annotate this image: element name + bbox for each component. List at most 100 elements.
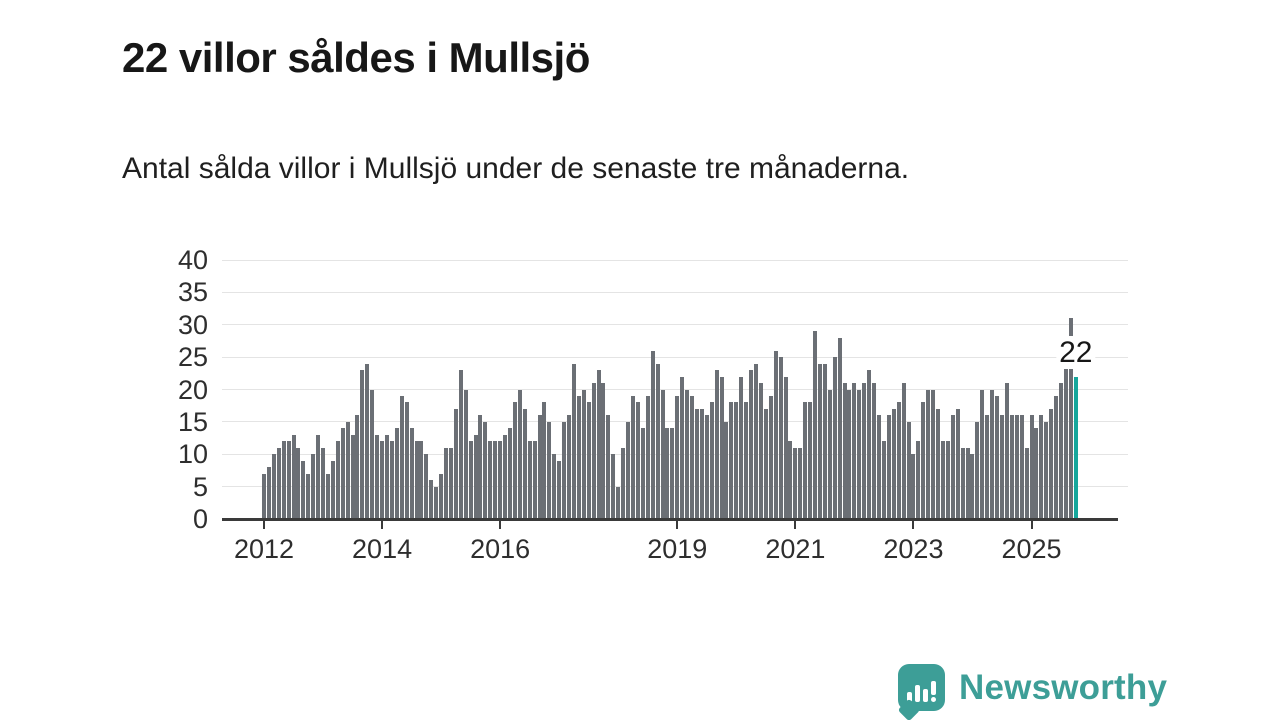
- bar-month-123: [867, 370, 872, 519]
- bar-month-99: [749, 370, 754, 519]
- bar-month-125: [877, 415, 881, 519]
- bar-month-19: [355, 415, 360, 519]
- bar-month-72: [616, 486, 621, 519]
- bar-chart-glyph: [907, 681, 936, 702]
- bar-month-68: [596, 370, 601, 519]
- bar-month-47: [493, 441, 498, 519]
- bar-month-20: [360, 370, 365, 519]
- bar-month-119: [847, 389, 852, 519]
- bar-month-136: [931, 389, 936, 519]
- bar-month-78: [645, 395, 650, 519]
- bar-month-142: [960, 447, 965, 519]
- y-axis-label-15: 15: [177, 406, 208, 437]
- bar-month-84: [675, 395, 680, 519]
- bar-month-29: [404, 402, 409, 519]
- bar-month-86: [685, 389, 690, 519]
- bar-month-90: [704, 415, 709, 519]
- gridline-y-5: [222, 486, 1128, 488]
- bar-month-6: [291, 434, 296, 519]
- bar-month-89: [699, 408, 704, 519]
- x-axis-tick-2012: [263, 520, 265, 529]
- bar-month-1: [266, 467, 271, 519]
- bar-month-93: [719, 376, 724, 519]
- y-axis-label-40: 40: [177, 245, 208, 275]
- bar-month-143: [965, 447, 970, 519]
- bar-month-38: [448, 447, 453, 519]
- bar-month-39: [453, 408, 458, 519]
- page-title: 22 villor såldes i Mullsjö: [122, 34, 590, 82]
- bar-month-150: [1000, 415, 1004, 519]
- x-axis-tick-2025: [1030, 520, 1033, 529]
- bar-month-85: [680, 376, 685, 519]
- bar-month-100: [754, 363, 758, 519]
- bar-month-112: [813, 331, 818, 519]
- x-axis-tick-2023: [912, 520, 915, 529]
- newsworthy-branding: Newsworthy: [898, 664, 1167, 711]
- newsworthy-logo-icon: [898, 664, 945, 711]
- bar-month-16: [340, 428, 345, 519]
- bar-month-87: [690, 395, 695, 519]
- bar-month-156: [1029, 415, 1034, 519]
- bar-month-115: [827, 389, 832, 519]
- gridline-y-15: [222, 421, 1128, 423]
- bar-month-164: [1068, 318, 1073, 519]
- bar-month-10: [311, 454, 316, 519]
- bar-month-60: [557, 460, 562, 519]
- y-axis-label-10: 10: [177, 439, 208, 470]
- bar-month-132: [911, 454, 916, 519]
- bar-month-59: [552, 454, 557, 519]
- bar-month-110: [803, 402, 808, 519]
- bar-month-163: [1063, 363, 1068, 519]
- x-axis-tick-2016: [499, 520, 502, 529]
- bar-month-88: [694, 408, 699, 519]
- bar-month-157: [1034, 428, 1039, 519]
- bar-month-62: [567, 415, 572, 519]
- bar-month-108: [793, 447, 798, 519]
- bar-month-134: [921, 402, 926, 519]
- bar-month-126: [881, 441, 886, 519]
- x-axis-tick-2014: [381, 520, 384, 529]
- bar-month-35: [434, 486, 439, 519]
- x-axis-label-2023: 2023: [883, 534, 944, 564]
- bar-month-128: [891, 408, 896, 519]
- bar-month-14: [330, 460, 335, 519]
- bar-month-146: [980, 389, 985, 519]
- bar-month-64: [576, 395, 581, 519]
- bar-month-111: [808, 402, 813, 519]
- bar-month-63: [571, 363, 576, 519]
- bar-month-120: [852, 383, 857, 519]
- bar-month-114: [822, 363, 827, 519]
- bar-month-133: [916, 441, 921, 519]
- bar-month-37: [444, 447, 449, 519]
- bar-month-155: [1024, 447, 1029, 519]
- bar-month-94: [724, 421, 729, 519]
- bar-month-8: [301, 460, 306, 519]
- x-axis-tick-2021: [794, 520, 797, 529]
- bar-month-91: [709, 402, 714, 519]
- bar-month-139: [945, 441, 950, 519]
- bar-month-138: [940, 441, 945, 519]
- bar-month-154: [1019, 415, 1024, 519]
- bar-month-158: [1039, 415, 1044, 519]
- bar-month-27: [394, 428, 399, 519]
- bar-month-42: [468, 441, 473, 519]
- bar-month-148: [990, 389, 995, 519]
- bar-month-124: [872, 383, 877, 519]
- bar-month-61: [562, 421, 567, 519]
- bar-month-41: [463, 389, 468, 519]
- bar-month-96: [734, 402, 739, 519]
- bar-month-58: [547, 421, 552, 519]
- bar-month-98: [744, 402, 749, 519]
- bar-month-137: [936, 408, 941, 519]
- bar-month-0: [262, 473, 266, 519]
- bar-month-52: [517, 389, 522, 519]
- bar-month-161: [1054, 395, 1059, 519]
- bar-month-75: [631, 395, 635, 519]
- bar-month-83: [670, 428, 675, 519]
- bar-month-34: [429, 480, 434, 519]
- bar-month-81: [660, 389, 665, 519]
- bar-month-122: [862, 383, 867, 519]
- bar-month-9: [306, 473, 311, 519]
- bar-month-152: [1009, 415, 1014, 519]
